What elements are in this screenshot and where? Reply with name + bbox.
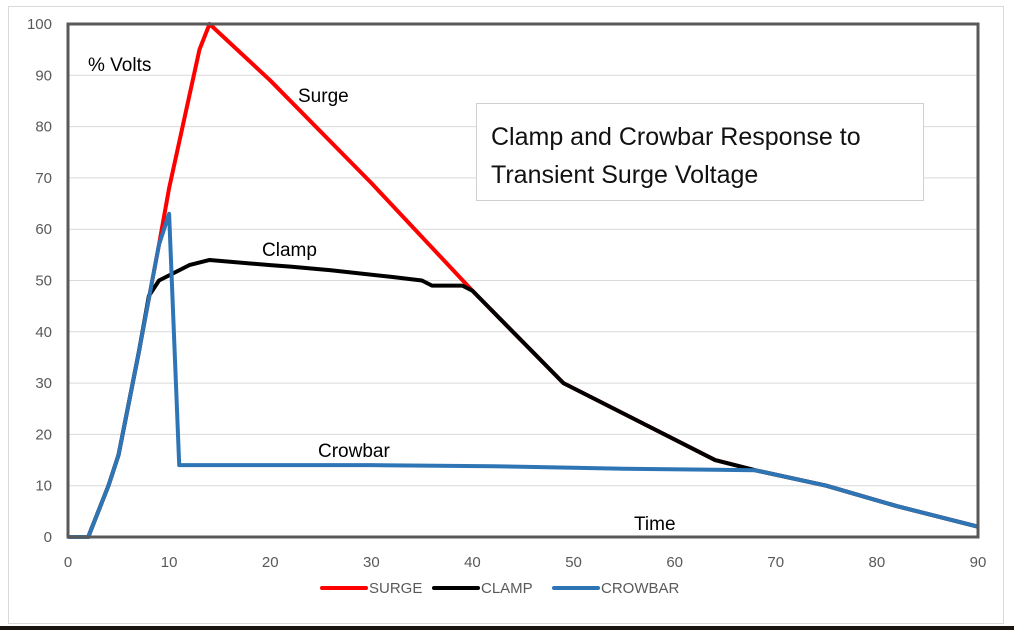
y-tick-label: 30 (35, 375, 52, 392)
y-tick-label: 70 (35, 170, 52, 187)
x-tick-label: 10 (161, 554, 178, 571)
legend-label-surge: SURGE (369, 580, 422, 597)
x-tick-label: 20 (262, 554, 279, 571)
y-tick-label: 0 (44, 529, 52, 546)
x-tick-label: 40 (464, 554, 481, 571)
tick-labels: 0 10 20 30 40 50 60 70 80 90 100 0 10 20 30 40 50 60 70 80 9… (27, 16, 986, 571)
legend-label-clamp: CLAMP (481, 580, 533, 597)
plot-border (66, 22, 980, 539)
x-tick-label: 50 (565, 554, 582, 571)
x-tick-label: 90 (970, 554, 987, 571)
legend-label-crowbar: CROWBAR (601, 580, 680, 597)
bottom-bar (0, 626, 1014, 630)
x-axis-label: Time (634, 514, 676, 535)
series-line-clamp (68, 257, 979, 539)
y-tick-label: 10 (35, 478, 52, 495)
y-axis-label: % Volts (88, 55, 151, 76)
x-tick-label: 60 (666, 554, 683, 571)
y-tick-label: 100 (27, 16, 52, 33)
y-tick-label: 40 (35, 324, 52, 341)
series-lines (68, 22, 979, 539)
y-tick-label: 50 (35, 273, 52, 290)
x-tick-label: 70 (767, 554, 784, 571)
annotation-clamp: Clamp (262, 240, 317, 261)
legend: SURGE CLAMP CROWBAR (320, 580, 680, 597)
annotation-surge: Surge (298, 86, 349, 107)
y-tick-label: 20 (35, 426, 52, 443)
x-tick-label: 0 (64, 554, 72, 571)
gridlines (68, 23, 978, 538)
annotation-crowbar: Crowbar (318, 441, 390, 462)
y-tick-label: 60 (35, 221, 52, 238)
series-line-crowbar (68, 211, 979, 539)
x-tick-label: 30 (363, 554, 380, 571)
chart-title: Clamp and Crowbar Response to Transient … (476, 103, 924, 201)
y-tick-label: 80 (35, 119, 52, 136)
x-tick-label: 80 (869, 554, 886, 571)
y-tick-label: 90 (35, 67, 52, 84)
